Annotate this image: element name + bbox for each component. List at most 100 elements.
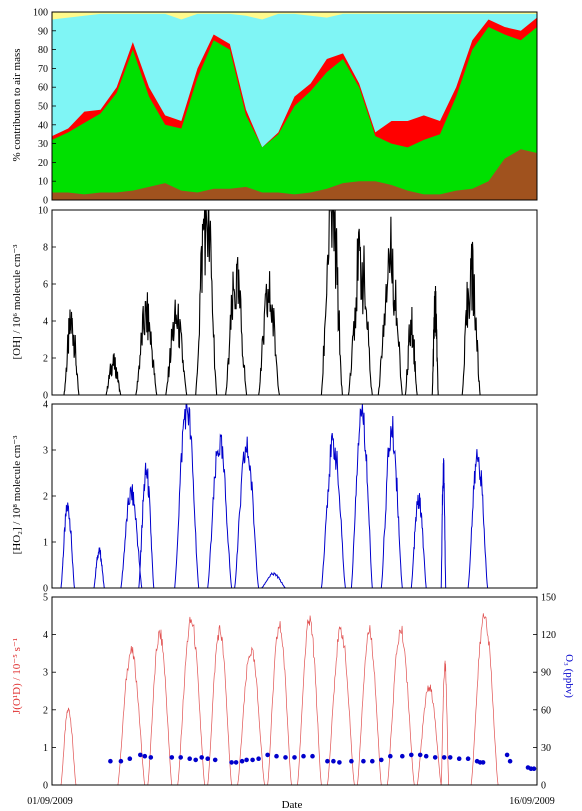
o3-point	[301, 753, 306, 759]
o3-point	[370, 758, 375, 764]
oh-trace-day-12	[461, 241, 481, 396]
jo1d-trace-day-9	[357, 625, 382, 786]
o3-point	[229, 760, 234, 765]
ho2-trace-day-4	[174, 403, 200, 589]
ho2-ytick-label: 1	[43, 538, 48, 549]
o3-point	[400, 753, 405, 759]
o3-point	[212, 757, 218, 763]
jo1d-trace-day-4	[207, 625, 232, 786]
oh-ytick-label: 2	[43, 354, 48, 365]
o3-point	[361, 758, 366, 764]
oh-trace-day-1	[105, 353, 122, 396]
jo1d-trace-day-6	[267, 621, 292, 786]
air-mass-area-1	[52, 27, 537, 200]
o3-point	[193, 757, 198, 763]
oh-ylabel: [OH] / 10⁶ molecule cm⁻³	[11, 244, 23, 360]
air-mass-ytick-label: 50	[38, 102, 48, 113]
ho2-trace-day-5	[207, 433, 233, 589]
o3-point	[432, 755, 438, 760]
o3-point	[504, 752, 510, 758]
o3-point	[456, 756, 462, 761]
x-end-label: 16/09/2009	[509, 796, 555, 807]
jo1d-trace-day-7	[297, 615, 322, 786]
o3-point	[409, 752, 414, 758]
o3-point	[250, 757, 255, 763]
jo1d-trace-day-13	[470, 613, 499, 786]
o3-point	[199, 755, 204, 760]
ho2-trace-day-1	[93, 547, 105, 589]
oh-trace-day-6	[258, 271, 281, 396]
air-mass-ytick-label: 70	[38, 64, 48, 75]
o3-ytick-label: 120	[541, 630, 556, 641]
oh-ytick-label: 6	[43, 280, 48, 291]
o3-point	[138, 752, 143, 758]
air-mass-panel: 0 10 20 30 40 50 60 70 80 90 100	[33, 8, 538, 207]
jo1d-trace-day-1	[117, 645, 146, 786]
jo1d-ytick-label: 4	[43, 630, 48, 641]
air-mass-ytick-label: 40	[38, 120, 48, 131]
ho2-ytick-label: 2	[43, 492, 48, 503]
ho2-ytick-label: 0	[43, 584, 48, 595]
ho2-trace-day-0	[60, 502, 75, 589]
o3-point	[417, 752, 423, 758]
o3-point	[127, 756, 133, 761]
oh-ytick-label: 4	[43, 317, 48, 328]
ho2-trace-day-8	[320, 433, 346, 589]
o3-point	[205, 756, 210, 761]
oh-trace-day-8	[347, 228, 373, 396]
jo1d-ylabel: J(O¹D) / 10⁻⁵ s⁻¹	[11, 638, 23, 714]
o3-point	[108, 758, 113, 764]
o3-point	[388, 753, 393, 759]
ho2-trace-day-11	[410, 493, 427, 589]
ho2-ytick-label: 4	[43, 400, 48, 411]
o3-point	[265, 752, 270, 758]
oh-ytick-label: 10	[38, 206, 48, 217]
jo1d-trace-day-8	[327, 626, 355, 786]
ho2-trace-day-6	[234, 436, 260, 589]
air-mass-ytick-label: 10	[38, 177, 48, 188]
oh-frame	[51, 209, 538, 396]
o3-ytick-label: 0	[541, 781, 546, 792]
o3-point	[187, 756, 192, 761]
ho2-trace-day-13	[467, 449, 489, 589]
oh-trace-day-7	[320, 209, 343, 396]
o3-ytick-label: 150	[541, 593, 556, 604]
jo1d-ytick-label: 0	[43, 781, 48, 792]
air-mass-ytick-label: 30	[38, 139, 48, 150]
ho2-trace-day-10	[380, 415, 403, 589]
x-axis-label: Date	[282, 799, 303, 811]
oh-trace-day-5	[225, 256, 248, 396]
o3-point	[292, 755, 297, 760]
oh-ytick-label: 0	[43, 391, 48, 402]
o3-point	[274, 753, 279, 759]
ho2-trace-day-2	[120, 484, 143, 589]
jo1d-ytick-label: 1	[43, 743, 48, 754]
air-mass-area-0	[52, 149, 537, 200]
ho2-panel: 0 1 2 3 4	[43, 400, 538, 595]
oh-panel: 0 2 4 6 8 10	[38, 206, 538, 402]
o3-point	[331, 758, 336, 764]
jo1d-trace-day-5	[237, 646, 265, 786]
oh-trace-day-11	[431, 285, 439, 396]
jo1d-ytick-label: 5	[43, 593, 48, 604]
air-mass-ytick-label: 100	[33, 8, 48, 19]
o3-ytick-label: 30	[541, 743, 551, 754]
o3-point	[256, 756, 261, 761]
o3-point	[447, 755, 453, 760]
jo1d-ytick-label: 3	[43, 668, 48, 679]
ho2-ytick-label: 3	[43, 446, 48, 457]
o3-point	[507, 758, 513, 764]
jo1d-ytick-label: 2	[43, 705, 48, 716]
jo1d-trace-day-3	[177, 616, 206, 786]
ho2-trace-day-3	[138, 462, 155, 589]
o3-point	[465, 756, 471, 761]
oh-trace-day-10	[404, 306, 418, 396]
o3-point	[118, 758, 124, 764]
ho2-trace-day-9	[350, 403, 373, 589]
jo1d-trace-day-0	[60, 707, 77, 786]
o3-point	[423, 753, 429, 759]
o3-point	[441, 755, 447, 760]
o3-point	[233, 760, 239, 765]
air-mass-ylabel: % contributon to air mass	[11, 48, 23, 161]
